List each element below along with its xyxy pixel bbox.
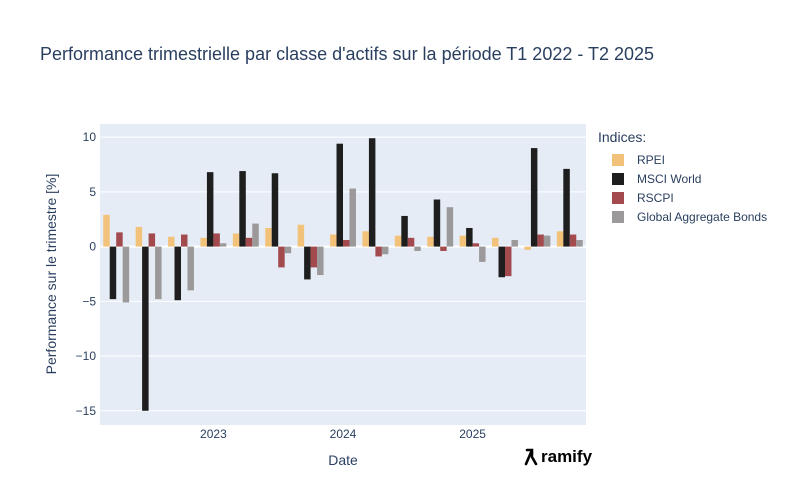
bar-global-aggregate-bonds-5	[284, 246, 292, 254]
legend-item-rpei[interactable]: RPEI	[598, 150, 767, 169]
bar-global-aggregate-bonds-7	[349, 188, 356, 247]
bar-rpei-6	[297, 224, 305, 247]
bar-rscpi-4	[245, 237, 253, 247]
bar-rscpi-13	[537, 234, 544, 247]
bar-rscpi-0	[116, 232, 123, 247]
bar-global-aggregate-bonds-1	[155, 246, 162, 300]
brand-logo: ramify	[524, 447, 592, 467]
bar-msci-world-11	[466, 227, 473, 247]
bar-rpei-1	[135, 226, 143, 247]
bar-msci-world-10	[433, 199, 441, 247]
bars	[103, 138, 583, 411]
legend-label: RPEI	[637, 152, 666, 167]
chart-title: Performance trimestrielle par classe d'a…	[40, 44, 655, 64]
brand-name: ramify	[541, 447, 593, 466]
bar-rpei-8	[362, 231, 369, 247]
bar-rpei-3	[200, 237, 207, 247]
bar-rpei-14	[556, 231, 564, 247]
bar-rpei-9	[394, 235, 402, 247]
bar-rscpi-6	[310, 246, 318, 268]
bar-rscpi-10	[440, 246, 447, 251]
bar-rscpi-12	[505, 246, 512, 277]
y-tick-label-1: 5	[89, 185, 96, 199]
legend-items: RPEI MSCI World RSCPI Global Aggregate Bond…	[598, 150, 767, 226]
bar-msci-world-14	[563, 168, 570, 247]
bar-rpei-2	[168, 236, 175, 247]
legend-item-msci-world[interactable]: MSCI World	[598, 169, 767, 188]
legend-swatch	[612, 172, 624, 185]
x-tick-label-2: 2025	[459, 427, 486, 441]
y-tick-label-5: −15	[76, 404, 97, 418]
y-tick-label-2: 0	[89, 240, 96, 254]
bar-global-aggregate-bonds-4	[252, 223, 259, 247]
bar-msci-world-1	[142, 246, 149, 411]
bar-rpei-0	[103, 214, 110, 247]
bar-rpei-11	[459, 235, 467, 247]
legend-item-rscpi[interactable]: RSCPI	[598, 188, 767, 207]
bar-rpei-10	[427, 236, 434, 247]
bar-global-aggregate-bonds-3	[219, 243, 227, 247]
bar-msci-world-4	[239, 171, 246, 247]
bar-global-aggregate-bonds-0	[122, 246, 130, 303]
bar-msci-world-8	[368, 138, 376, 247]
bar-global-aggregate-bonds-13	[543, 235, 551, 247]
bar-msci-world-12	[498, 246, 505, 278]
legend-label: MSCI World	[637, 171, 702, 186]
bar-global-aggregate-bonds-10	[446, 207, 454, 247]
legend-label: RSCPI	[637, 190, 674, 205]
legend-swatch	[612, 210, 624, 223]
bar-global-aggregate-bonds-8	[381, 246, 389, 255]
bar-rpei-7	[330, 234, 337, 247]
x-axis-title: Date	[328, 452, 358, 468]
y-tick-label-0: 10	[83, 130, 97, 144]
bar-rscpi-3	[213, 233, 220, 247]
legend-swatch	[612, 191, 624, 204]
bar-rscpi-9	[407, 237, 415, 247]
legend-title: Indices:	[598, 129, 647, 145]
bar-rscpi-11	[472, 243, 480, 247]
bar-global-aggregate-bonds-9	[414, 246, 421, 251]
bar-rscpi-5	[278, 246, 285, 268]
y-tick-label-3: −5	[82, 294, 96, 308]
y-tick-label-4: −10	[76, 349, 97, 363]
bar-msci-world-0	[109, 246, 117, 300]
bar-rscpi-14	[569, 234, 577, 247]
y-axis-title: Performance sur le trimestre [%]	[43, 174, 59, 375]
bar-msci-world-9	[401, 215, 408, 247]
legend-item-global-aggregate-bonds[interactable]: Global Aggregate Bonds	[598, 207, 767, 226]
bar-msci-world-3	[206, 172, 214, 247]
bar-global-aggregate-bonds-2	[187, 246, 194, 291]
bar-global-aggregate-bonds-14	[576, 240, 583, 247]
legend-label: Global Aggregate Bonds	[637, 209, 768, 224]
bar-global-aggregate-bonds-6	[317, 246, 324, 276]
bar-rscpi-2	[181, 234, 188, 247]
bar-rscpi-8	[375, 246, 382, 257]
bar-msci-world-2	[174, 246, 181, 301]
bar-global-aggregate-bonds-12	[511, 240, 518, 247]
x-axis-ticks: 2023 2024 2025	[200, 427, 486, 441]
legend: Indices: RPEI MSCI World RSCPI Global Aggre…	[598, 129, 767, 226]
bar-rscpi-7	[343, 240, 350, 247]
bar-rpei-4	[232, 233, 240, 247]
legend-swatch	[612, 153, 624, 166]
bar-rpei-12	[492, 237, 499, 247]
bar-msci-world-6	[304, 246, 311, 280]
y-axis-ticks: 10 5 0 −5 −10 −15	[76, 130, 97, 418]
x-tick-label-0: 2023	[200, 427, 227, 441]
bar-msci-world-7	[336, 143, 343, 247]
bar-rpei-13	[524, 246, 531, 250]
ramify-logo-icon	[524, 448, 538, 466]
bar-rpei-5	[265, 227, 272, 247]
bar-global-aggregate-bonds-11	[479, 246, 486, 262]
bar-msci-world-13	[530, 148, 538, 247]
bar-rscpi-1	[148, 233, 156, 247]
x-tick-label-1: 2024	[330, 427, 357, 441]
bar-msci-world-5	[271, 173, 279, 247]
